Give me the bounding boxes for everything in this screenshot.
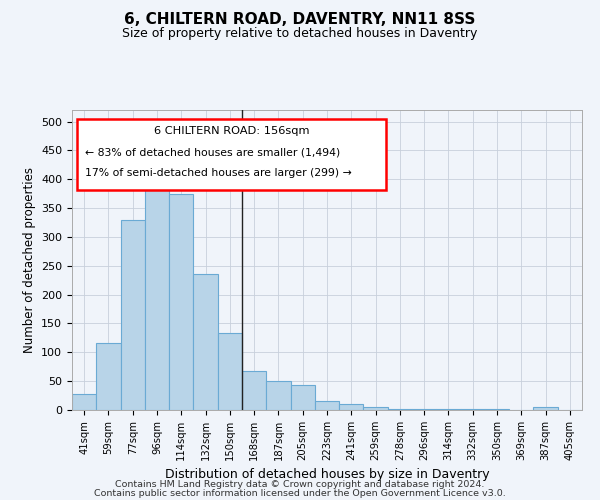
Text: 6, CHILTERN ROAD, DAVENTRY, NN11 8SS: 6, CHILTERN ROAD, DAVENTRY, NN11 8SS [124, 12, 476, 28]
Text: Size of property relative to detached houses in Daventry: Size of property relative to detached ho… [122, 28, 478, 40]
Bar [290, 384, 315, 410]
Bar [339, 404, 364, 410]
Bar [169, 194, 193, 410]
Bar [121, 220, 145, 410]
Bar [388, 409, 412, 410]
Bar [72, 394, 96, 410]
Text: ← 83% of detached houses are smaller (1,494): ← 83% of detached houses are smaller (1,… [85, 148, 340, 158]
Bar [193, 274, 218, 410]
Bar [315, 402, 339, 410]
Bar [364, 407, 388, 410]
Text: 6 CHILTERN ROAD: 156sqm: 6 CHILTERN ROAD: 156sqm [154, 126, 309, 136]
FancyBboxPatch shape [77, 119, 386, 190]
X-axis label: Distribution of detached houses by size in Daventry: Distribution of detached houses by size … [164, 468, 490, 481]
Bar [533, 406, 558, 410]
Text: Contains public sector information licensed under the Open Government Licence v3: Contains public sector information licen… [94, 489, 506, 498]
Bar [145, 188, 169, 410]
Y-axis label: Number of detached properties: Number of detached properties [23, 167, 35, 353]
Text: Contains HM Land Registry data © Crown copyright and database right 2024.: Contains HM Land Registry data © Crown c… [115, 480, 485, 489]
Bar [242, 371, 266, 410]
Bar [266, 381, 290, 410]
Text: 17% of semi-detached houses are larger (299) →: 17% of semi-detached houses are larger (… [85, 168, 352, 178]
Bar [218, 334, 242, 410]
Bar [96, 343, 121, 410]
